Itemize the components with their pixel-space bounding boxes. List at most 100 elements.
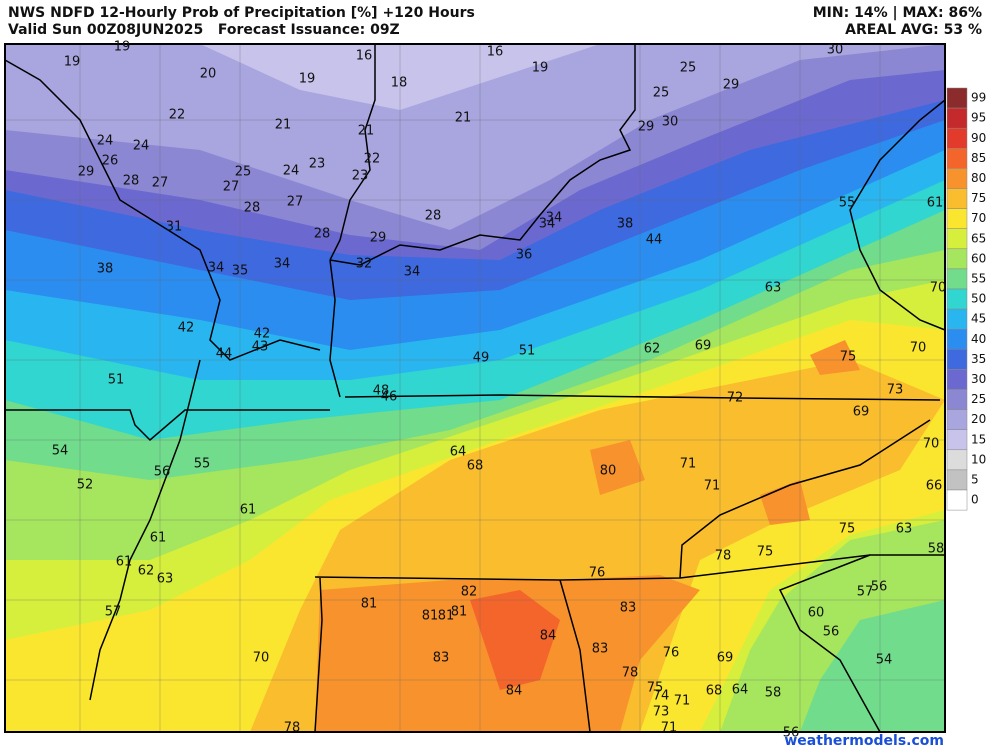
legend-swatch <box>946 469 968 491</box>
point-value: 51 <box>108 373 125 388</box>
point-value: 19 <box>299 72 316 87</box>
point-value: 71 <box>680 457 697 472</box>
point-value: 19 <box>64 55 81 70</box>
legend-swatch <box>946 107 968 129</box>
point-value: 34 <box>539 217 556 232</box>
map-frame <box>4 43 946 733</box>
legend-swatch <box>946 87 968 109</box>
point-value: 54 <box>52 444 69 459</box>
legend-label: 10 <box>971 452 986 466</box>
point-value: 27 <box>152 176 169 191</box>
legend-swatch <box>946 369 968 390</box>
legend-swatch <box>946 228 968 250</box>
point-value: 81 <box>422 609 439 624</box>
point-value: 51 <box>519 344 536 359</box>
point-value: 75 <box>839 522 856 537</box>
point-labels: 19 19 20 16 18 19 16 19 30 25 29 25 22 21 21 21 29 30 24 24… <box>52 40 947 741</box>
point-value: 56 <box>783 726 800 741</box>
point-value: 81 <box>451 605 468 620</box>
point-value: 42 <box>178 321 195 336</box>
point-value: 38 <box>97 262 114 277</box>
point-value: 61 <box>240 503 257 518</box>
point-value: 24 <box>133 139 150 154</box>
precip-band <box>800 600 945 732</box>
legend-swatch <box>946 409 968 430</box>
legend-label: 5 <box>971 472 979 486</box>
borders <box>4 43 946 733</box>
point-value: 30 <box>827 43 844 58</box>
point-value: 61 <box>116 555 133 570</box>
legend-label: 60 <box>971 251 986 265</box>
legend-swatch <box>946 127 968 149</box>
point-value: 16 <box>487 45 504 60</box>
point-value: 63 <box>157 572 174 587</box>
point-value: 80 <box>600 464 617 479</box>
point-value: 44 <box>216 347 233 362</box>
legend-label: 85 <box>971 151 986 165</box>
point-value: 27 <box>223 180 240 195</box>
point-value: 28 <box>425 209 442 224</box>
legend-swatch <box>946 208 968 229</box>
legend-swatch <box>946 389 968 410</box>
precip-band <box>315 340 860 732</box>
point-value: 71 <box>661 721 678 736</box>
point-value: 83 <box>433 651 450 666</box>
point-value: 61 <box>927 196 944 211</box>
point-value: 18 <box>391 76 408 91</box>
point-value: 64 <box>450 445 467 460</box>
point-value: 46 <box>381 390 398 405</box>
legend-label: 35 <box>971 352 986 366</box>
legend-swatch <box>946 168 968 189</box>
point-value: 23 <box>309 157 326 172</box>
point-value: 68 <box>706 684 723 699</box>
legend-label: 55 <box>971 271 986 285</box>
point-value: 34 <box>208 261 225 276</box>
legend-label: 20 <box>971 412 986 426</box>
legend-label: 99 <box>971 91 986 105</box>
point-value: 58 <box>928 542 945 557</box>
point-value: 64 <box>732 683 749 698</box>
point-value: 21 <box>455 111 472 126</box>
point-value: 84 <box>506 684 523 699</box>
legend-label: 80 <box>971 171 986 185</box>
point-value: 78 <box>715 549 732 564</box>
legend-swatch <box>946 489 968 511</box>
point-value: 20 <box>200 67 217 82</box>
legend-label: 0 <box>971 493 979 507</box>
point-value: 44 <box>646 233 663 248</box>
legend-swatch <box>946 248 968 270</box>
point-value: 54 <box>876 653 893 668</box>
legend-label: 45 <box>971 312 986 326</box>
point-value: 76 <box>663 646 680 661</box>
point-value: 84 <box>540 629 557 644</box>
point-value: 69 <box>695 339 712 354</box>
point-value: 24 <box>97 134 114 149</box>
point-value: 70 <box>253 651 270 666</box>
point-value: 58 <box>765 686 782 701</box>
point-value: 28 <box>314 227 331 242</box>
point-value: 78 <box>284 721 301 736</box>
point-value: 25 <box>680 61 697 76</box>
point-value: 19 <box>532 61 549 76</box>
legend-swatch <box>946 349 968 370</box>
legend-label: 70 <box>971 211 986 225</box>
point-value: 56 <box>154 465 171 480</box>
point-value: 29 <box>638 120 655 135</box>
point-value: 29 <box>78 165 95 180</box>
legend-swatch <box>946 328 968 350</box>
point-value: 38 <box>617 217 634 232</box>
point-value: 48 <box>373 384 390 399</box>
point-value: 34 <box>546 211 563 226</box>
point-value: 55 <box>194 457 211 472</box>
point-value: 70 <box>910 341 927 356</box>
point-value: 69 <box>853 405 870 420</box>
point-value: 34 <box>274 257 291 272</box>
point-value: 21 <box>275 118 292 133</box>
point-value: 16 <box>356 49 373 64</box>
point-value: 43 <box>252 340 269 355</box>
valid-time: Valid Sun 00Z08JUN2025 Forecast Issuance… <box>8 22 400 38</box>
point-value: 57 <box>105 605 122 620</box>
point-value: 70 <box>923 437 940 452</box>
min-max: MIN: 14% | MAX: 86% <box>813 5 982 21</box>
point-value: 32 <box>356 257 373 272</box>
